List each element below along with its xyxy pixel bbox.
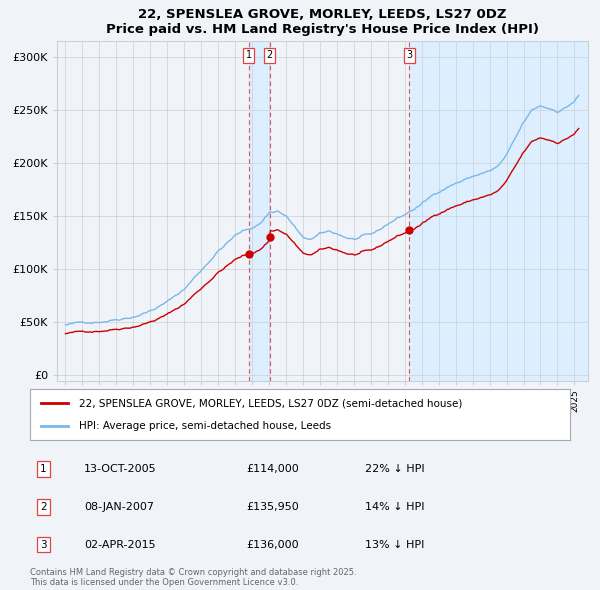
Text: £114,000: £114,000	[246, 464, 299, 474]
Text: 13% ↓ HPI: 13% ↓ HPI	[365, 540, 424, 549]
Text: 14% ↓ HPI: 14% ↓ HPI	[365, 502, 424, 512]
Text: 22, SPENSLEA GROVE, MORLEY, LEEDS, LS27 0DZ (semi-detached house): 22, SPENSLEA GROVE, MORLEY, LEEDS, LS27 …	[79, 398, 462, 408]
Text: £136,000: £136,000	[246, 540, 299, 549]
Title: 22, SPENSLEA GROVE, MORLEY, LEEDS, LS27 0DZ
Price paid vs. HM Land Registry's Ho: 22, SPENSLEA GROVE, MORLEY, LEEDS, LS27 …	[106, 8, 539, 36]
Text: 1: 1	[245, 50, 251, 60]
Text: £135,950: £135,950	[246, 502, 299, 512]
Text: 13-OCT-2005: 13-OCT-2005	[84, 464, 157, 474]
Text: 3: 3	[40, 540, 47, 549]
Text: 2: 2	[40, 502, 47, 512]
Bar	[248, 41, 269, 381]
Text: 2: 2	[266, 50, 272, 60]
Text: 02-APR-2015: 02-APR-2015	[84, 540, 155, 549]
Text: HPI: Average price, semi-detached house, Leeds: HPI: Average price, semi-detached house,…	[79, 421, 331, 431]
Text: 1: 1	[40, 464, 47, 474]
Text: 22% ↓ HPI: 22% ↓ HPI	[365, 464, 424, 474]
Text: 08-JAN-2007: 08-JAN-2007	[84, 502, 154, 512]
Bar	[409, 41, 588, 381]
Text: Contains HM Land Registry data © Crown copyright and database right 2025.
This d: Contains HM Land Registry data © Crown c…	[30, 568, 356, 587]
Text: 3: 3	[406, 50, 412, 60]
